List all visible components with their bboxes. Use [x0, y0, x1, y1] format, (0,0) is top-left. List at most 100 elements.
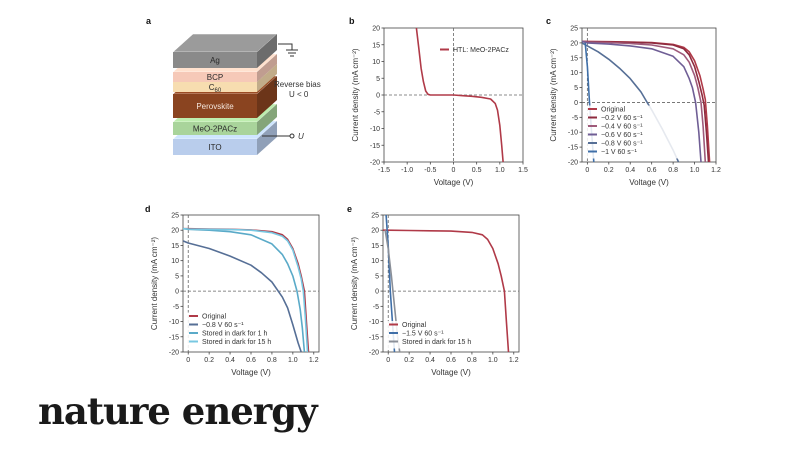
series-group — [183, 227, 310, 352]
x-tick-label: 0.2 — [204, 357, 214, 364]
legend-label: −0.6 V 60 s⁻¹ — [601, 132, 643, 139]
chart-panel-b: b -1.5 -1.0 -0.5 0 0.5 1.0 1.5 -20 -15 -10 -5 0 5 10 15… — [349, 16, 528, 187]
chart-panel-c: c 0 0.2 0.4 0.6 0.8 1.0 1.2 -20 -15 -10 -5 0 5 10 15 20 2… — [546, 16, 721, 187]
legend-label: −0.8 V 60 s⁻¹ — [202, 322, 244, 329]
chart-panel-e: e 0 0.2 0.4 0.6 0.8 1.0 1.2 -20 -15 -10 -5 0 5 10 15 20 2… — [347, 204, 520, 377]
x-tick-label: 1.2 — [711, 167, 721, 174]
legend-label: Original — [402, 322, 427, 329]
legend: HTL: MeO-2PACz — [440, 47, 509, 54]
series-line-1 — [415, 28, 504, 162]
x-tick-label: 0.8 — [267, 357, 277, 364]
plot-frame — [581, 27, 717, 163]
series-line-4 — [183, 227, 309, 352]
y-tick-label: 15 — [372, 42, 380, 49]
y-tick-label: -10 — [369, 319, 379, 326]
legend-label: Original — [202, 314, 227, 321]
legend-background — [186, 312, 286, 349]
y-tick-label: 0 — [375, 289, 379, 296]
layer-front-face — [173, 94, 257, 118]
y-tick-label: -5 — [173, 304, 179, 311]
layer-label-ag: Ag — [210, 56, 220, 65]
legend-label: −1.5 V 60 s⁻¹ — [402, 331, 444, 338]
legend-label: −1 V 60 s⁻¹ — [601, 149, 637, 156]
x-tick-label: 0.4 — [425, 357, 435, 364]
terminal-label: U — [298, 132, 304, 141]
y-tick-label: 25 — [371, 213, 379, 220]
y-tick-label: 0 — [574, 100, 578, 107]
y-tick-label: -15 — [369, 334, 379, 341]
y-tick-label: 5 — [376, 76, 380, 83]
series-line-2 — [183, 240, 302, 352]
y-tick-label: -10 — [169, 319, 179, 326]
legend-label: Stored in dark for 1 h — [202, 331, 267, 338]
legend: Original−0.8 V 60 s⁻¹ Stored in dark for … — [186, 312, 286, 349]
layer-side-face — [257, 54, 277, 82]
legend-background — [585, 105, 685, 159]
x-tick-label: 0 — [186, 357, 190, 364]
x-tick-label: 0.4 — [625, 167, 635, 174]
x-tick-label: -1.0 — [401, 167, 413, 174]
x-tick-label: 1.0 — [690, 167, 700, 174]
layer-label-bcp: BCP — [207, 73, 223, 82]
x-tick-label: -0.5 — [424, 167, 436, 174]
x-axis-label: Voltage (V) — [231, 368, 271, 377]
panel-letter-e: e — [347, 204, 352, 214]
panel-letter-a: a — [146, 16, 152, 26]
y-tick-label: 20 — [372, 26, 380, 33]
x-axis-label: Voltage (V) — [629, 178, 669, 187]
y-tick-label: -5 — [374, 109, 380, 116]
legend-label: Stored in dark for 15 h — [402, 339, 471, 346]
ground-icon — [278, 43, 298, 57]
y-tick-label: -20 — [169, 350, 179, 357]
y-tick-label: -20 — [370, 160, 380, 167]
journal-brand: nature energy — [38, 389, 318, 433]
layer-side-face — [257, 34, 277, 68]
x-tick-label: 0.6 — [246, 357, 256, 364]
legend-label: HTL: MeO-2PACz — [453, 47, 509, 54]
y-tick-label: -5 — [572, 115, 578, 122]
series-line-4 — [582, 40, 702, 162]
y-tick-label: 20 — [570, 40, 578, 47]
series-group — [415, 28, 504, 162]
x-tick-label: 1.0 — [288, 357, 298, 364]
layer-side-face — [257, 76, 277, 118]
x-tick-label: 0 — [452, 167, 456, 174]
x-tick-label: 0.2 — [404, 357, 414, 364]
y-tick-label: 20 — [371, 228, 379, 235]
layer-front-face — [173, 122, 257, 135]
x-tick-label: 1.5 — [518, 167, 528, 174]
layer-label-meo-2pacz: MeO-2PACz — [193, 125, 237, 134]
legend-label: −0.8 V 60 s⁻¹ — [601, 141, 643, 148]
y-tick-label: 15 — [371, 243, 379, 250]
panel-letter-b: b — [349, 16, 355, 26]
x-tick-label: 0.6 — [647, 167, 657, 174]
layer-side-face — [257, 121, 277, 155]
x-tick-label: 0.5 — [472, 167, 482, 174]
y-tick-label: 10 — [372, 59, 380, 66]
panel-letter-d: d — [145, 204, 151, 214]
y-tick-label: 5 — [175, 273, 179, 280]
layer-label-c60: C60 — [209, 83, 222, 94]
layer-front-face — [173, 52, 257, 68]
y-tick-label: -20 — [369, 350, 379, 357]
y-tick-label: 5 — [375, 273, 379, 280]
y-axis-label: Current density (mA cm⁻²) — [350, 237, 359, 330]
x-tick-label: -1.5 — [378, 167, 390, 174]
layer-front-face — [173, 72, 257, 82]
x-tick-label: 0.4 — [225, 357, 235, 364]
y-tick-label: 10 — [371, 258, 379, 265]
y-tick-label: 0 — [175, 289, 179, 296]
y-axis-label: Current density (mA cm⁻²) — [351, 48, 360, 141]
y-tick-label: 15 — [171, 243, 179, 250]
y-tick-label: 10 — [171, 258, 179, 265]
legend-label: Original — [601, 107, 626, 114]
y-tick-label: 25 — [171, 213, 179, 220]
terminal-connector — [262, 133, 295, 139]
legend-label: −0.2 V 60 s⁻¹ — [601, 115, 643, 122]
y-tick-label: 5 — [574, 85, 578, 92]
x-tick-label: 0 — [386, 357, 390, 364]
